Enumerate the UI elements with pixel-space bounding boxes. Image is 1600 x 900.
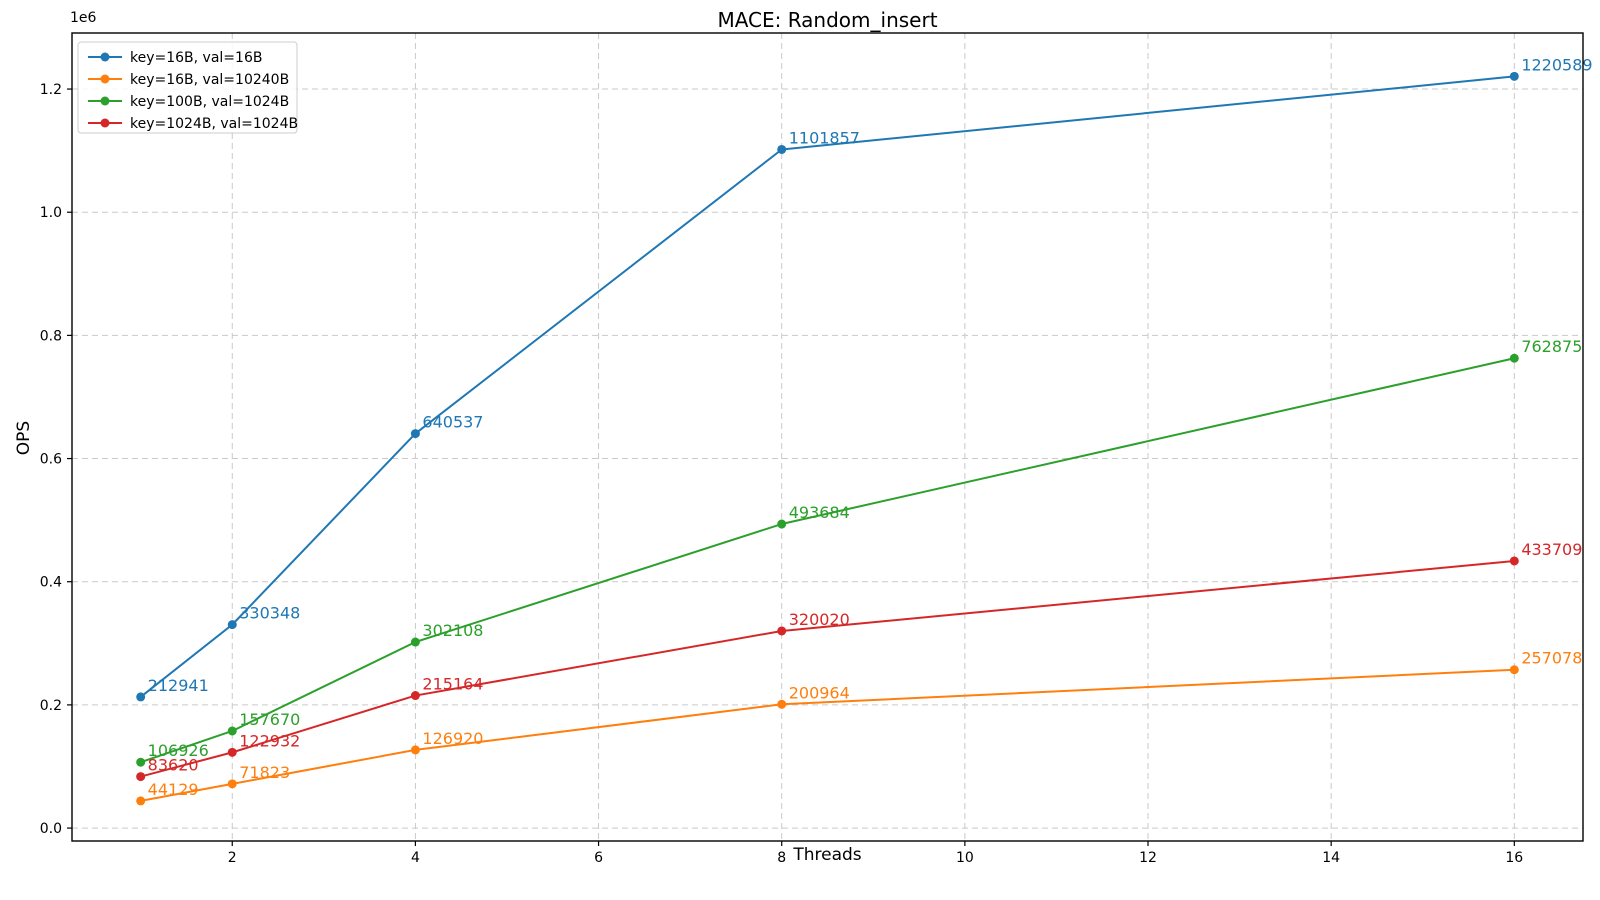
data-point [136, 757, 146, 767]
y-axis-label: OPS [14, 420, 34, 456]
point-label: 212941 [148, 676, 209, 695]
x-tick-label: 6 [594, 850, 603, 866]
legend-item: key=100B, val=1024B [88, 94, 289, 110]
data-point [777, 699, 787, 709]
point-label: 106926 [148, 741, 209, 760]
point-label: 44129 [148, 780, 199, 799]
y-tick-label: 0.2 [40, 698, 62, 714]
point-label: 83620 [148, 756, 199, 775]
x-axis-label: Threads [793, 845, 862, 865]
point-label: 215164 [422, 675, 483, 694]
point-label: 1220589 [1521, 55, 1592, 74]
data-point [410, 637, 420, 647]
data-point [227, 779, 237, 789]
point-label: 126920 [422, 729, 483, 748]
point-label: 762875 [1521, 337, 1582, 356]
legend-marker-icon [100, 118, 110, 128]
data-point [227, 726, 237, 736]
legend-label: key=16B, val=16B [130, 50, 262, 66]
point-label: 320020 [789, 610, 850, 629]
data-point [1509, 353, 1519, 363]
y-tick-label: 1.2 [40, 82, 62, 98]
series-key-16b-val-10240b: 44129 71823 126920 200964 257078 [136, 649, 1582, 806]
series-key-1024b-val-1024b: 83620 122932 215164 320020 433709 [136, 540, 1582, 782]
legend-label: key=1024B, val=1024B [130, 116, 298, 132]
point-label: 433709 [1521, 540, 1582, 559]
x-tick-label: 8 [777, 850, 786, 866]
data-point [136, 692, 146, 702]
x-tick-label: 12 [1139, 850, 1157, 866]
data-point [1509, 71, 1519, 81]
data-point [1509, 556, 1519, 566]
point-label: 257078 [1521, 649, 1582, 668]
y-axis-offset-text: 1e6 [70, 10, 97, 26]
y-tick-label: 0.4 [40, 575, 62, 591]
x-tick-label: 16 [1505, 850, 1523, 866]
legend-label: key=16B, val=10240B [130, 72, 289, 88]
y-tick-label: 0.8 [40, 328, 62, 344]
series-line [140, 559, 1515, 778]
x-tick-label: 4 [411, 850, 420, 866]
data-point [777, 144, 787, 154]
x-tick-label: 2 [228, 850, 237, 866]
legend-marker-icon [100, 96, 110, 106]
data-point [410, 745, 420, 755]
series-line [140, 75, 1515, 698]
chart-title: MACE: Random_insert [717, 8, 938, 32]
legend-frame [77, 41, 298, 134]
plot-border [71, 32, 1584, 842]
legend-item: key=16B, val=16B [88, 50, 262, 66]
y-tick-label: 0.6 [40, 452, 62, 468]
point-label: 302108 [422, 621, 483, 640]
point-label: 330348 [239, 604, 300, 623]
data-point [136, 772, 146, 782]
series-key-100b-val-1024b: 106926 157670 302108 493684 762875 [136, 337, 1582, 767]
point-label: 71823 [239, 763, 290, 782]
legend-item: key=1024B, val=1024B [88, 116, 298, 132]
legend-marker-icon [100, 52, 110, 62]
axis-ticks: 2 4 6 8 10 12 14 16 0.0 0.2 0.4 0.6 0.8 1.0 1.2 [40, 82, 1524, 866]
data-point [1509, 665, 1519, 675]
y-tick-label: 0.0 [40, 821, 62, 837]
data-point [136, 796, 146, 806]
legend-label: key=100B, val=1024B [130, 94, 289, 110]
point-label: 200964 [789, 683, 850, 702]
legend-marker-icon [100, 74, 110, 84]
point-label: 1101857 [789, 128, 860, 147]
y-tick-label: 1.0 [40, 205, 62, 221]
legend: key=16B, val=16B key=16B, val=10240B key=1… [77, 41, 298, 134]
data-point [777, 519, 787, 529]
gridlines [72, 33, 1583, 841]
legend-item: key=16B, val=10240B [88, 72, 289, 88]
point-label: 640537 [422, 413, 483, 432]
series-key-16b-val-16b: 212941 330348 640537 1101857 1220589 [136, 55, 1593, 702]
data-point [777, 626, 787, 636]
x-tick-label: 14 [1322, 850, 1340, 866]
point-label: 122932 [239, 731, 300, 750]
point-label: 493684 [789, 503, 850, 522]
point-label: 157670 [239, 710, 300, 729]
data-point [410, 429, 420, 439]
x-tick-label: 10 [956, 850, 974, 866]
data-point [227, 620, 237, 630]
data-point [227, 747, 237, 757]
data-point [410, 691, 420, 701]
